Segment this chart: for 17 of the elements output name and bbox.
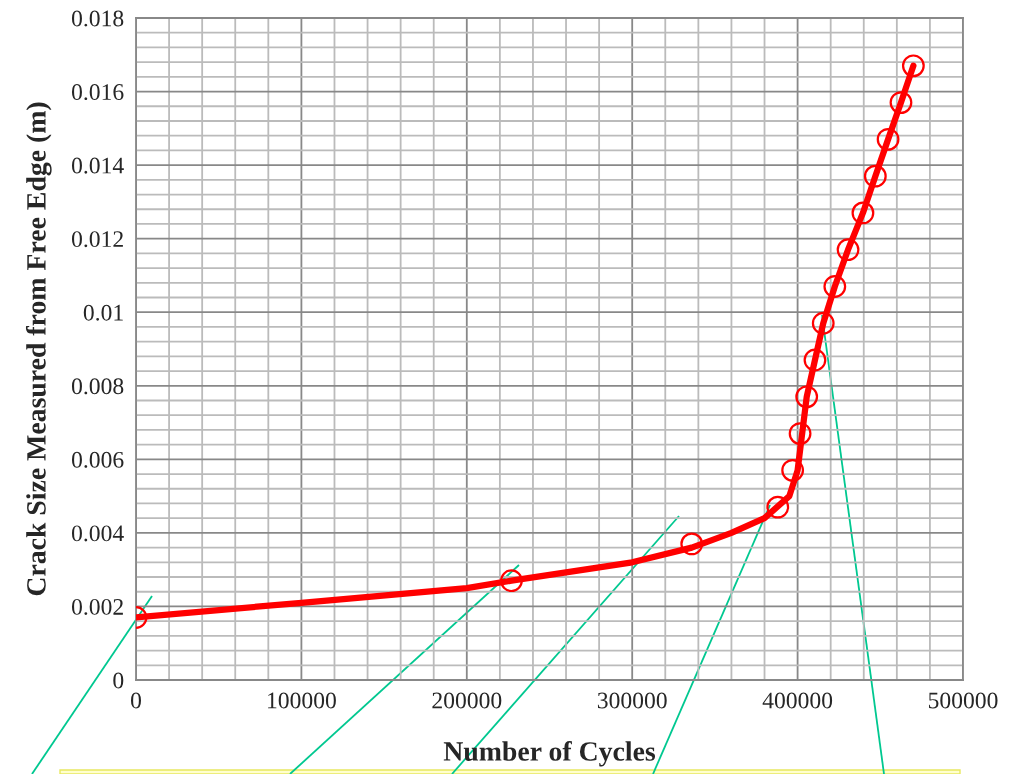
y-tick-label: 0.012 (71, 231, 123, 248)
y-axis-title: Crack Size Measured from Free Edge (m) (25, 102, 52, 596)
x-tick-label: 300000 (597, 692, 667, 709)
x-tick-label: 400000 (762, 692, 833, 709)
y-tick-label: 0.01 (83, 304, 123, 321)
y-tick-label: 0.006 (71, 451, 124, 468)
y-tick-label: 0.002 (71, 598, 123, 615)
y-tick-label: 0 (113, 672, 124, 689)
x-tick-label: 200000 (432, 692, 502, 709)
x-tick-label: 100000 (268, 692, 336, 709)
y-tick-label: 0.004 (71, 525, 124, 542)
y-tick-label: 0.016 (71, 84, 124, 101)
y-tick-label: 0.008 (71, 378, 124, 395)
x-tick-label: 0 (131, 692, 141, 709)
x-tick-label: 500000 (928, 692, 998, 709)
y-tick-label: 0.014 (71, 157, 124, 174)
y-tick-label: 0.018 (71, 10, 124, 27)
